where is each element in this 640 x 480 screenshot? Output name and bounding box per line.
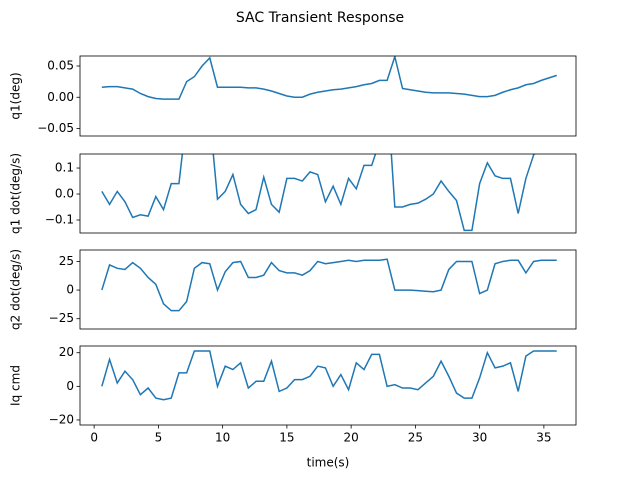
y-tick-label: 0 — [66, 283, 74, 297]
series-line — [101, 56, 557, 100]
y-tick-label: 20 — [59, 345, 74, 359]
x-tick-label: 15 — [279, 431, 294, 445]
x-tick-label: 30 — [472, 431, 487, 445]
axes-frame — [79, 249, 577, 330]
figure-title: SAC Transient Response — [236, 10, 404, 26]
series-line — [101, 154, 536, 232]
y-tick-label: 0.00 — [47, 90, 74, 104]
y-tick-label: 0 — [66, 379, 74, 393]
y-tick-label: 0.0 — [55, 187, 74, 201]
x-tick-label: 0 — [90, 431, 98, 445]
y-axis-label: q1(deg) — [9, 72, 23, 119]
series-line — [101, 350, 557, 401]
x-tick-label: 20 — [343, 431, 358, 445]
y-axis-label: q1 dot(deg/s) — [9, 153, 23, 234]
y-tick-label: 0.05 — [47, 59, 74, 73]
y-tick-label: −0.1 — [45, 213, 74, 227]
axes-frame — [79, 55, 577, 137]
x-tick-label: 5 — [155, 431, 163, 445]
y-tick-label: −20 — [49, 412, 74, 426]
x-tick-label: 35 — [536, 431, 551, 445]
y-tick-label: 25 — [59, 254, 74, 268]
x-axis-label: time(s) — [307, 456, 350, 470]
x-tick-label: 25 — [408, 431, 423, 445]
x-tick-label: 10 — [215, 431, 230, 445]
axes-frame — [79, 153, 577, 234]
series-line — [101, 258, 557, 312]
y-tick-label: −0.05 — [37, 121, 74, 135]
axes-frame — [79, 345, 577, 426]
y-tick-label: 0.1 — [55, 161, 74, 175]
y-axis-label: q2 dot(deg/s) — [9, 249, 23, 330]
y-tick-label: −25 — [49, 311, 74, 325]
y-axis-label: Iq cmd — [9, 365, 23, 406]
